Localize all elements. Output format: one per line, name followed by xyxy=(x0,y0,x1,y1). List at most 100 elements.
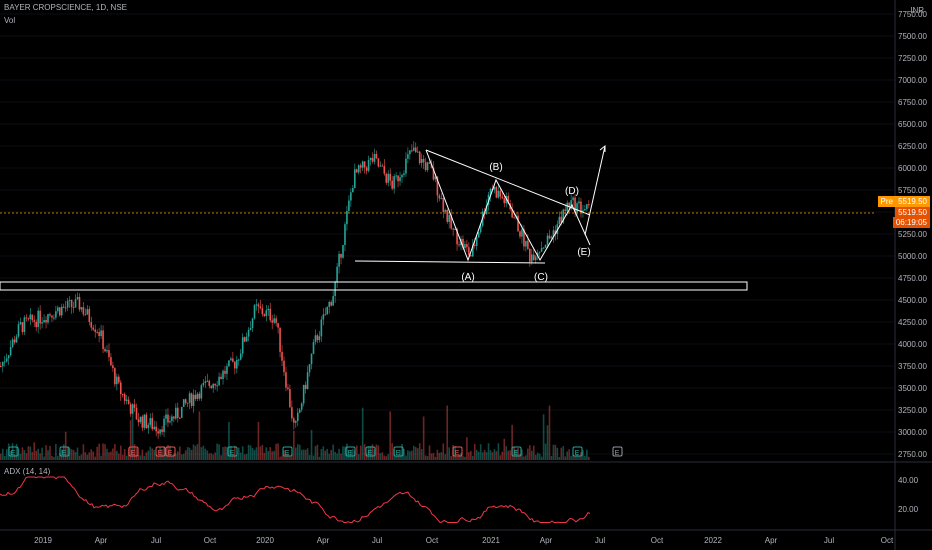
candle-body xyxy=(228,360,230,367)
volume-bar xyxy=(110,451,112,460)
volume-bar xyxy=(100,455,102,460)
candle-body xyxy=(558,216,561,225)
volume-bar xyxy=(418,443,421,460)
candle-body xyxy=(344,224,346,246)
candle-body xyxy=(47,314,49,323)
time-axis[interactable]: 2019 Apr Jul Oct 2020 Apr Jul Oct 2021 Apr Jul Oct 2… xyxy=(0,529,932,545)
volume-bar xyxy=(371,444,374,460)
candle-body xyxy=(121,394,124,396)
candle-body xyxy=(550,236,553,239)
volume-bar xyxy=(5,449,8,460)
volume-bar xyxy=(192,444,195,460)
candle-body xyxy=(513,217,515,219)
volume-bar xyxy=(263,452,266,460)
candle-body xyxy=(300,403,303,410)
volume-bar xyxy=(527,448,529,460)
candle-body xyxy=(389,173,391,181)
volume-bar xyxy=(574,456,576,460)
candle-body xyxy=(332,296,334,306)
candle-body xyxy=(531,254,533,262)
candle-body xyxy=(448,214,450,222)
volume-bar xyxy=(184,450,187,460)
earnings-letter: E xyxy=(575,450,580,457)
candle-body xyxy=(361,161,364,168)
candle-body xyxy=(202,382,205,386)
candle-body xyxy=(352,187,354,193)
candle-body xyxy=(568,202,570,208)
candle-body xyxy=(72,307,75,309)
volume-bar xyxy=(74,451,77,460)
candle-body xyxy=(112,365,114,369)
volume-bar xyxy=(540,456,543,460)
volume-bar xyxy=(131,410,134,460)
volume-bar xyxy=(564,456,567,460)
volume-bar xyxy=(15,444,18,460)
earnings-badge xyxy=(452,446,463,457)
volume-bar xyxy=(448,447,450,460)
candle-body xyxy=(340,253,342,258)
volume-bar xyxy=(525,455,527,460)
candle-body xyxy=(178,417,181,419)
volume-bar xyxy=(379,453,382,460)
volume-bar xyxy=(414,446,417,460)
volume-bars xyxy=(0,405,590,460)
volume-bar xyxy=(21,447,24,460)
candle-body xyxy=(413,147,415,151)
price-axis[interactable]: 7750.00 7500.00 7250.00 7000.00 6750.00 6500.… xyxy=(898,10,927,514)
volume-bar xyxy=(342,446,344,460)
volume-bar xyxy=(0,453,2,460)
earnings-badge xyxy=(59,446,70,457)
candle-body xyxy=(64,307,67,309)
adx-legend[interactable]: ADX (14, 14) xyxy=(4,467,51,476)
candle-body xyxy=(387,173,390,183)
symbol-legend[interactable]: BAYER CROPSCIENCE, 1D, NSE xyxy=(4,3,127,12)
volume-bar xyxy=(403,448,405,460)
volume-bar xyxy=(373,449,376,460)
triangle-pattern-drawing[interactable] xyxy=(354,144,606,264)
volume-bar xyxy=(529,445,531,460)
time-tick-label: Apr xyxy=(540,536,553,545)
candle-body xyxy=(263,314,266,317)
candle-body xyxy=(369,157,372,161)
candle-body xyxy=(312,342,315,354)
volume-bar xyxy=(391,443,393,460)
candle-body xyxy=(161,429,163,433)
candle-body xyxy=(251,318,254,329)
candle-body xyxy=(39,310,41,324)
candle-body xyxy=(499,190,502,197)
volume-bar xyxy=(208,453,211,460)
volume-bar xyxy=(397,455,399,460)
volume-bar xyxy=(340,453,342,460)
candle-body xyxy=(45,320,47,323)
volume-bar xyxy=(462,456,464,460)
volume-bar xyxy=(523,456,525,460)
candle-body xyxy=(444,209,447,212)
volume-bar xyxy=(25,453,28,460)
support-zone-rectangle[interactable] xyxy=(0,281,748,291)
candle-body xyxy=(51,315,53,318)
candle-body xyxy=(523,229,525,247)
price-tick-label: 7000.00 xyxy=(898,76,927,85)
volume-bar xyxy=(147,450,150,460)
volume-bar xyxy=(355,445,358,460)
volume-bar xyxy=(468,452,470,460)
pre-market-tag: Pre xyxy=(877,196,896,207)
volume-bar xyxy=(285,453,287,460)
candle-body xyxy=(395,175,397,177)
volume-bar xyxy=(281,455,283,460)
candle-body xyxy=(82,307,85,315)
volume-bar xyxy=(104,444,106,460)
volume-legend[interactable]: Vol xyxy=(4,16,16,25)
volume-bar xyxy=(27,446,30,460)
volume-bar xyxy=(464,456,466,460)
time-tick-label: Jul xyxy=(372,536,382,545)
volume-bar xyxy=(234,445,236,460)
volume-bar xyxy=(298,444,301,460)
candle-body xyxy=(582,210,584,213)
candle-body xyxy=(477,232,480,238)
earnings-letter: E xyxy=(62,450,67,457)
volume-bar xyxy=(106,448,108,460)
candle-body xyxy=(0,366,2,367)
price-tick-label: 5250.00 xyxy=(898,230,927,239)
